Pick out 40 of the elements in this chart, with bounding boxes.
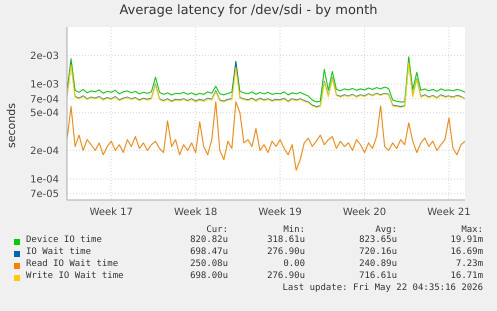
text: 698.47u [189,247,228,257]
text: 19.91m [449,235,483,245]
y-tick-label: 2e-04 [30,146,59,157]
text: Cur: [205,225,228,235]
x-tick-label: Week 19 [258,207,302,218]
x-tick-label: Week 17 [90,207,133,218]
text: 276.90u [266,247,305,257]
legend-label: IO Wait time [26,247,92,257]
text: 720.16u [358,247,397,257]
text: 7.23m [454,259,483,269]
text: 820.82u [189,235,228,245]
y-tick-label: 1e-04 [30,174,59,186]
text: 698.00u [189,271,228,281]
x-tick-label: Week 21 [427,207,471,218]
text: 318.61u [266,235,305,245]
x-tick-label: Week 18 [174,207,218,218]
y-tick-label: 5e-04 [30,108,59,120]
y-tick-label: 1e-03 [30,80,59,91]
y-axis-title: seconds [4,102,18,148]
legend-label: Read IO Wait time [26,259,118,269]
text: Avg: [374,225,397,235]
y-tick-label: 2e-03 [30,51,59,62]
text: 716.61u [358,271,397,281]
text: 250.08u [189,259,228,269]
legend-label: Write IO Wait time [26,271,124,281]
y-tick-label: 7e-04 [30,94,59,106]
text: 16.71m [449,271,483,281]
legend-label: Device IO time [26,235,102,245]
text: 0.00 [282,259,305,269]
text: Min: [282,225,305,235]
text: 240.89u [358,259,397,269]
line-series [66,101,466,171]
text: 823.65u [358,235,397,245]
x-tick-label: Week 20 [342,207,386,218]
chart-title: Average latency for /dev/sdi - by month [118,3,378,18]
text: Max: [460,225,483,235]
text: 276.90u [266,271,305,281]
text: Last update: Fri May 22 04:35:16 2026 [282,283,483,293]
text: 16.69m [449,247,483,257]
y-tick-label: 7e-05 [30,189,59,200]
